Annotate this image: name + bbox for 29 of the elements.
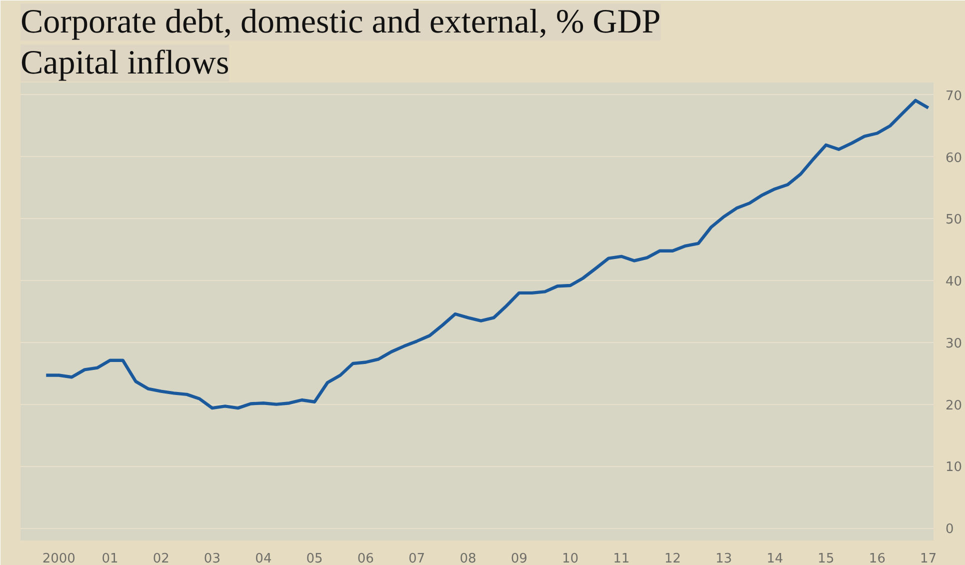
- x-tick-label: 17: [920, 552, 937, 565]
- x-tick-label: 10: [562, 552, 579, 565]
- y-tick-label: 0: [946, 522, 954, 538]
- x-tick-label: 04: [255, 552, 272, 565]
- x-tick-label: 12: [664, 552, 681, 565]
- x-tick-label: 14: [766, 552, 784, 565]
- y-tick-label: 20: [946, 398, 962, 414]
- y-tick-label: 40: [946, 274, 962, 290]
- x-tick-label: 11: [613, 552, 630, 565]
- x-tick-label: 03: [204, 552, 220, 565]
- x-tick-label: 15: [818, 552, 834, 565]
- x-tick-label: 01: [102, 552, 118, 565]
- x-tick-label: 06: [357, 552, 374, 565]
- x-tick-label: 13: [715, 552, 732, 565]
- y-tick-label: 50: [946, 212, 962, 228]
- y-tick-label: 30: [946, 336, 962, 352]
- x-tick-label: 08: [460, 552, 476, 565]
- y-tick-label: 70: [946, 88, 962, 104]
- x-tick-label: 16: [868, 552, 886, 565]
- y-tick-label: 60: [946, 150, 962, 166]
- chart-subtitle: Capital inflows: [20, 44, 230, 82]
- x-tick-label: 07: [408, 552, 426, 565]
- chart-title: Corporate debt, domestic and external, % GDP: [20, 4, 661, 40]
- x-tick-label: 02: [152, 552, 170, 565]
- x-tick-label: 09: [510, 552, 528, 565]
- line-series: [44, 98, 930, 410]
- x-tick-label: 2000: [42, 552, 76, 565]
- y-tick-label: 10: [946, 460, 962, 476]
- x-tick-label: 05: [306, 552, 323, 565]
